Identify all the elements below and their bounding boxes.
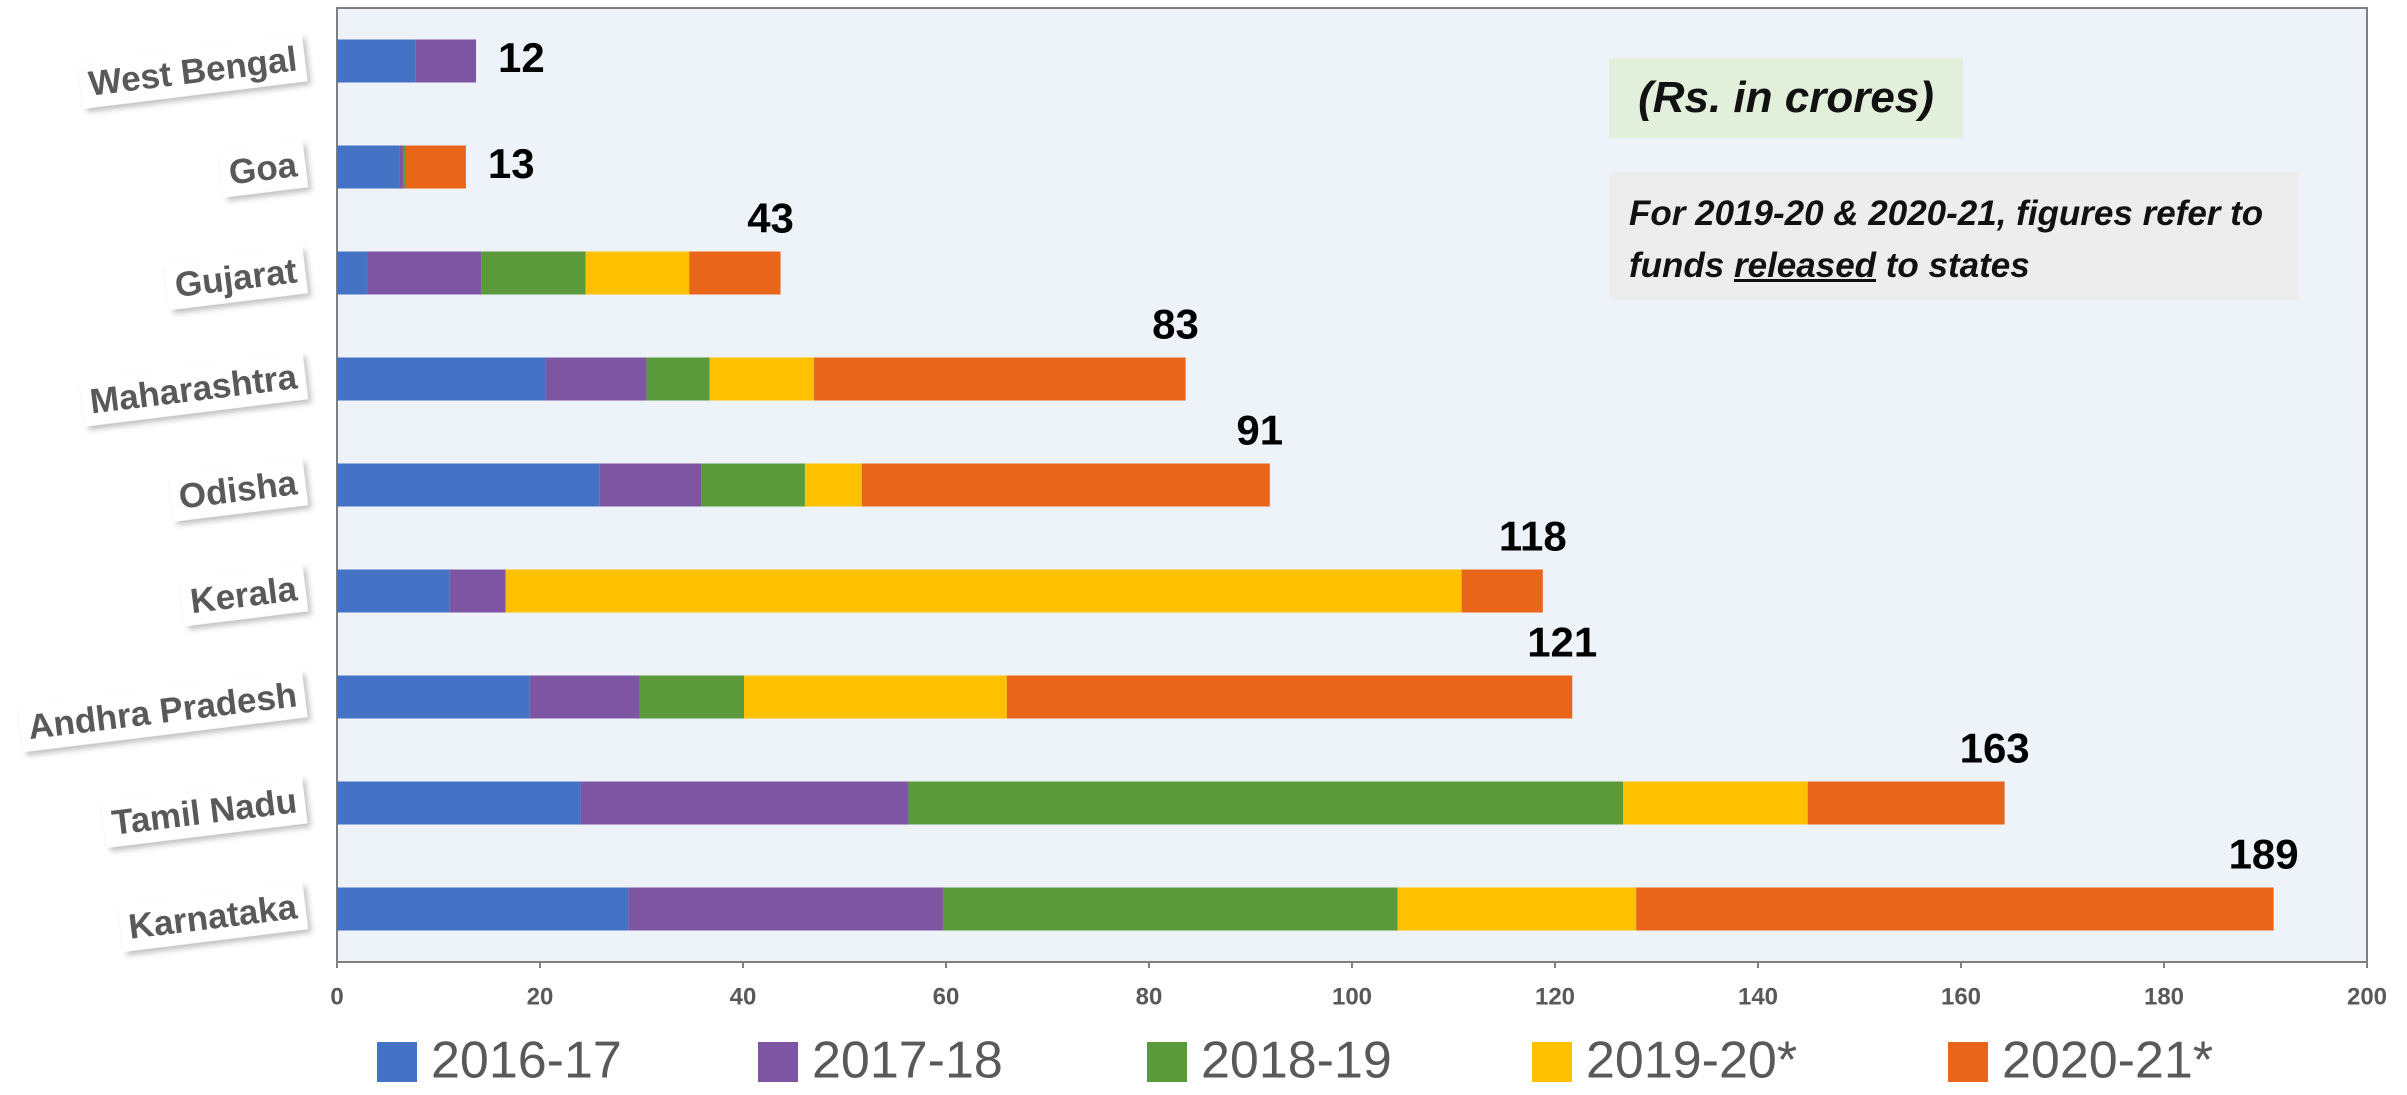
category-label-group: Maharashtra [79,352,309,427]
bar-segment [405,145,466,189]
bar-segment [646,357,710,401]
x-tick-label: 0 [330,983,343,1010]
category-label-box [218,140,309,198]
category-label-group: Kerala [179,564,309,627]
total-label: 91 [1236,407,1283,454]
bar-segment [1636,887,2274,931]
category-label: Gujarat [173,251,300,305]
bar-segment [402,145,406,189]
x-tick-label: 100 [1332,983,1372,1010]
bar-segment [1461,569,1543,613]
category-label-box [79,352,309,427]
x-tick-label: 40 [730,983,757,1010]
category-label-box [101,776,308,848]
bar-segment [505,569,1462,613]
bar-segment [337,781,581,825]
bar-segment [337,887,629,931]
category-label-group: Gujarat [164,246,308,311]
bar-segment [481,251,586,295]
category-label-group: Goa [218,140,309,198]
category-label-box [117,882,309,952]
legend-label: 2018-19 [1201,1032,1392,1090]
x-tick-label: 80 [1136,983,1163,1010]
category-label: Andhra Pradesh [26,675,299,747]
bar-segment [337,675,530,719]
category-label-box [164,246,308,311]
x-tick-label: 60 [933,983,960,1010]
category-label-group: West Bengal [78,34,308,109]
note-text: For 2019-20 & 2020-21, figures refer to … [1629,194,2264,285]
bar-segment [1006,675,1573,719]
total-label: 12 [498,34,545,81]
total-label: 43 [747,195,794,242]
legend-swatch [1147,1042,1187,1082]
bar-segment [942,887,1398,931]
bar-segment [337,357,547,401]
category-label-group: Andhra Pradesh [17,670,308,753]
bar-segment [337,463,600,507]
bar-segment [1807,781,2005,825]
x-tick-label: 180 [2144,983,2184,1010]
bar-segment [415,39,477,83]
bar-segment [744,675,1007,719]
legend-label: 2020-21* [2002,1032,2213,1090]
category-label: Odisha [177,463,300,516]
bar-segment [399,145,403,189]
unit-note: (Rs. in crores) [1609,58,1963,138]
bar-segment [709,357,815,401]
release-note: For 2019-20 & 2020-21, figures refer to … [1609,172,2299,300]
bar-segment [585,251,690,295]
bar-segment [689,251,781,295]
bar-segment [529,675,640,719]
total-label: 121 [1527,619,1597,666]
x-tick-label: 200 [2347,983,2387,1010]
bar-segment [1397,887,1637,931]
total-label: 189 [2229,831,2299,878]
x-tick-label: 160 [1941,983,1981,1010]
x-tick-label: 20 [527,983,554,1010]
bar-segment [599,463,702,507]
total-label: 118 [1499,513,1567,560]
x-tick-label: 140 [1738,983,1778,1010]
bar-segment [639,675,745,719]
bar-segment [861,463,1270,507]
category-label: Goa [227,145,300,192]
legend-swatch [377,1042,417,1082]
bar-segment [449,569,506,613]
bar-segment [701,463,805,507]
bar-segment [1623,781,1808,825]
category-label-group: Odisha [168,458,309,522]
total-label: 13 [488,140,535,187]
bar-segment [814,357,1186,401]
bar-segment [337,251,368,295]
bar-segment [367,251,482,295]
bar-segment [337,145,400,189]
x-tick-label: 120 [1535,983,1575,1010]
category-label-group: Karnataka [117,882,309,952]
total-label: 163 [1960,725,2030,772]
bar-segment [804,463,862,507]
legend-label: 2017-18 [812,1032,1003,1090]
bar-segment [580,781,909,825]
category-label-box [17,670,308,753]
legend-swatch [758,1042,798,1082]
bar-segment [337,39,416,83]
note-text: to states [1876,246,2030,285]
legend-swatch [1532,1042,1572,1082]
category-label-group: Tamil Nadu [101,776,308,848]
legend-label: 2016-17 [431,1032,622,1090]
bar-segment [908,781,1624,825]
legend-label: 2019-20* [1586,1032,1797,1090]
legend-swatch [1948,1042,1988,1082]
category-label-box [78,34,308,109]
category-label-box [179,564,309,627]
note-emphasis: released [1733,246,1877,285]
bar-segment [546,357,647,401]
bar-segment [628,887,943,931]
total-label: 83 [1152,301,1199,348]
category-label-box [168,458,309,522]
bar-segment [337,569,450,613]
